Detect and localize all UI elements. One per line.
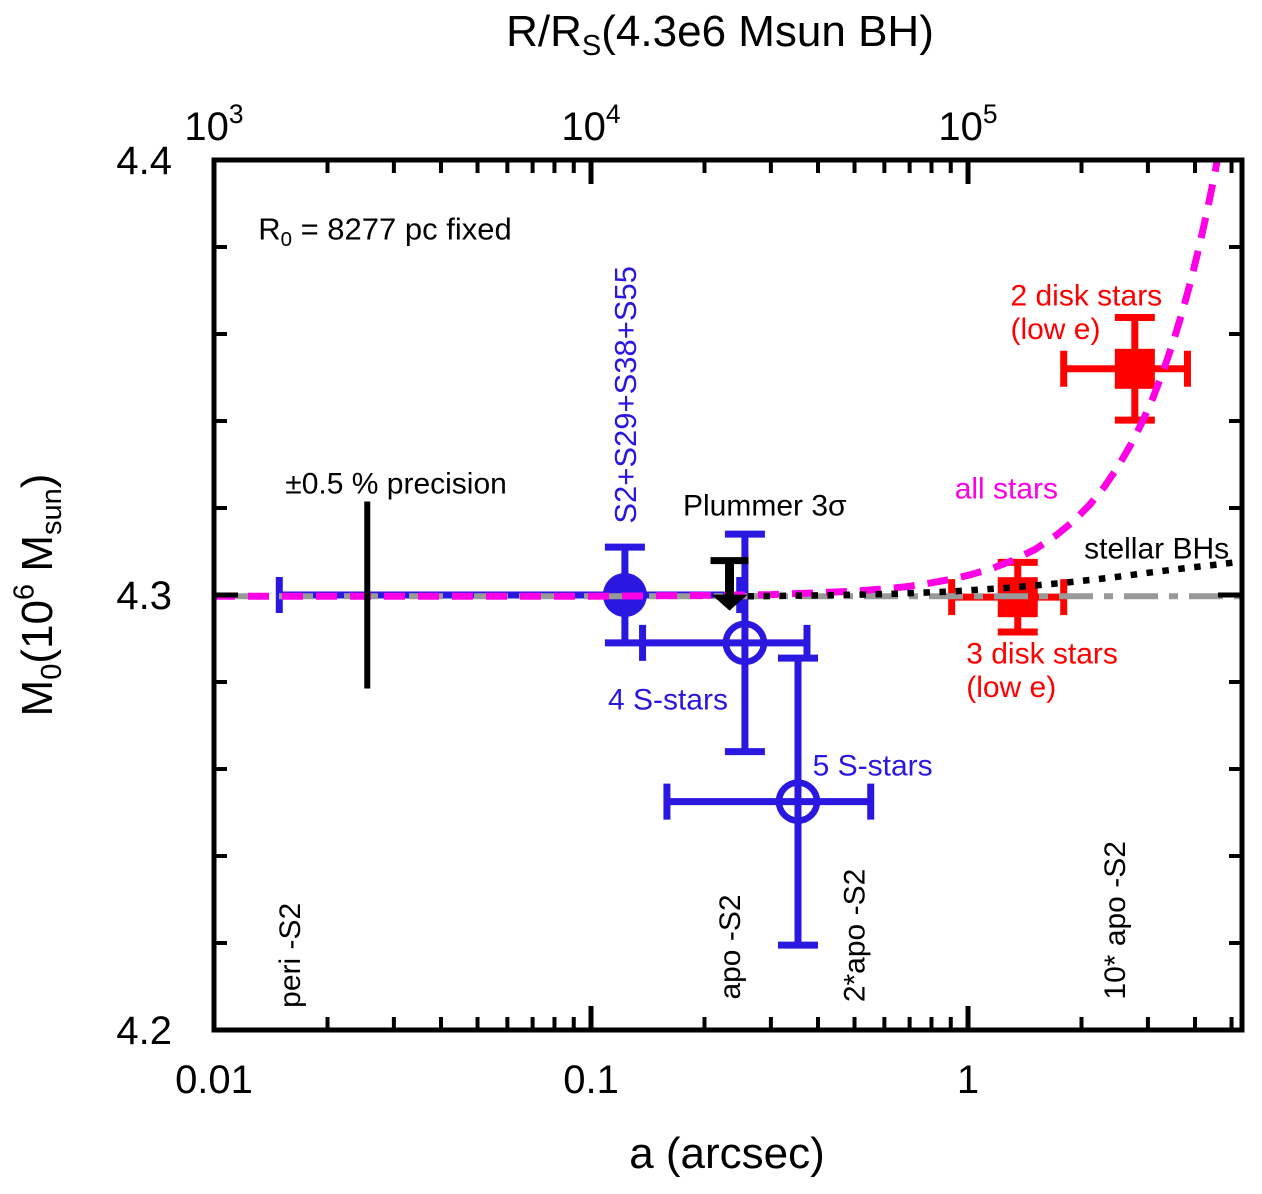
annotation-three-disk-stars-label-line2: (low e) bbox=[966, 671, 1056, 704]
curve-all-stars bbox=[214, 160, 1221, 600]
data-point-5-s-stars bbox=[663, 654, 875, 949]
annotation-apo-s2-label: apo -S2 bbox=[714, 894, 747, 999]
x-tick-label-0.01: 0.01 bbox=[175, 1058, 253, 1102]
y-tick-label-4.3: 4.3 bbox=[116, 574, 172, 618]
annotations-group: R0 = 8277 pc fixed S2+S29+S38+S55 Plummer … bbox=[258, 212, 1229, 1008]
x-axis-title: a (arcsec) bbox=[629, 1129, 825, 1178]
annotation-three-disk-stars-label-line1: 3 disk stars bbox=[966, 637, 1118, 670]
special-markers-group bbox=[364, 501, 749, 689]
curve-stellar-bhs bbox=[747, 558, 1242, 600]
annotation-two-apo-s2-label: 2*apo -S2 bbox=[839, 869, 872, 1002]
top-axis-title: R/RS(4.3e6 Msun BH) bbox=[506, 7, 934, 62]
x-tick-label-0.1: 0.1 bbox=[563, 1058, 619, 1102]
x-tick-label-1: 1 bbox=[957, 1058, 979, 1102]
down-arrow-icon bbox=[711, 594, 748, 611]
annotation-all-stars-label: all stars bbox=[955, 472, 1058, 505]
top-tick-label-1e5: 105 bbox=[938, 99, 997, 149]
annotation-four-s-stars-label: 4 S-stars bbox=[608, 683, 728, 716]
y-axis-title: M0(106 Msun) bbox=[9, 474, 68, 717]
annotation-stellar-bhs-label: stellar BHs bbox=[1084, 532, 1229, 565]
y-tick-label-4.2: 4.2 bbox=[116, 1009, 172, 1053]
annotation-two-disk-stars-label-line2: (low e) bbox=[1010, 313, 1100, 346]
marker-5-s-stars bbox=[775, 779, 821, 824]
annotation-precision-label: ±0.5 % precision bbox=[285, 468, 507, 501]
y-tick-label-4.4: 4.4 bbox=[116, 139, 172, 183]
top-tick-label-1e3: 103 bbox=[184, 99, 243, 149]
data-point-2-disk-stars bbox=[1060, 313, 1191, 424]
marker-4-s-stars bbox=[722, 620, 768, 666]
axis-titles-group: a (arcsec) R/RS(4.3e6 Msun BH) M0(106 Msu… bbox=[9, 7, 934, 1178]
annotation-r0-note: R0 = 8277 pc fixed bbox=[258, 212, 512, 251]
curves-group bbox=[214, 160, 1242, 600]
annotation-two-disk-stars-label-line1: 2 disk stars bbox=[1010, 279, 1162, 312]
annotation-peri-s2-label: peri -S2 bbox=[274, 903, 307, 1008]
blue-series-group bbox=[275, 530, 875, 949]
annotation-ten-apo-s2-label: 10* apo -S2 bbox=[1099, 841, 1132, 999]
marker-2-disk-stars bbox=[1114, 348, 1155, 389]
axes-group: 0.01 0.1 1 4.2 4.3 4.4 103 104 105 bbox=[116, 99, 1245, 1102]
annotation-plummer-label: Plummer 3σ bbox=[683, 489, 847, 522]
annotation-s2-point-label: S2+S29+S38+S55 bbox=[608, 266, 643, 524]
upper-limit-plummer-3sigma bbox=[710, 557, 749, 611]
top-tick-label-1e4: 104 bbox=[561, 99, 620, 149]
annotation-five-s-stars-label: 5 S-stars bbox=[813, 750, 933, 783]
